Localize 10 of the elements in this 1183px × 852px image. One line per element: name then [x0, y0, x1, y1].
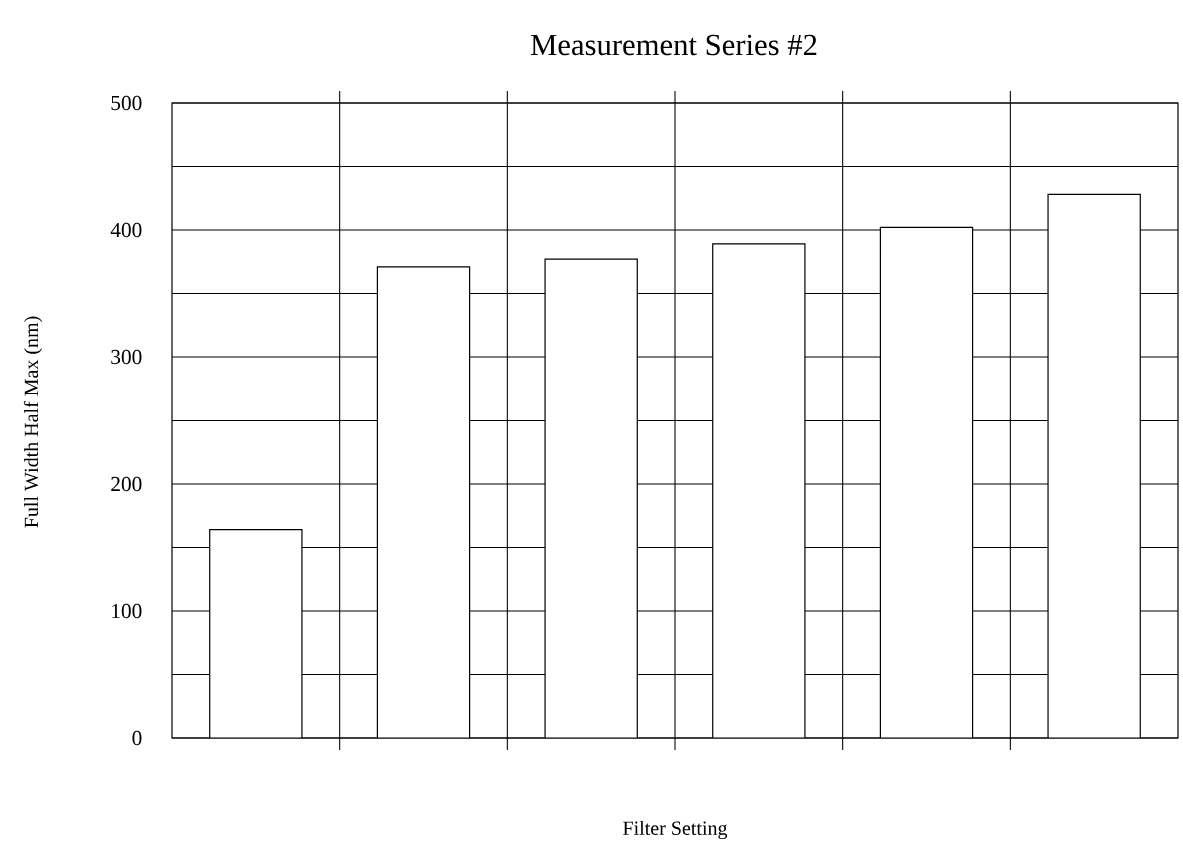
y-tick-label: 200 — [111, 476, 142, 492]
y-tick-label: 0 — [132, 730, 142, 746]
y-tick-label: 400 — [110, 222, 142, 238]
x-axis-title: Filter Setting — [623, 820, 728, 840]
y-tick-label: 300 — [111, 349, 142, 365]
y-tick-label: 500 — [111, 95, 142, 111]
y-tick-label: 100 — [112, 603, 142, 619]
chart-title: Measurement Series #2 — [530, 34, 817, 56]
y-axis-title: Full Width Half Max (nm) — [23, 316, 43, 528]
bar — [879, 226, 974, 738]
